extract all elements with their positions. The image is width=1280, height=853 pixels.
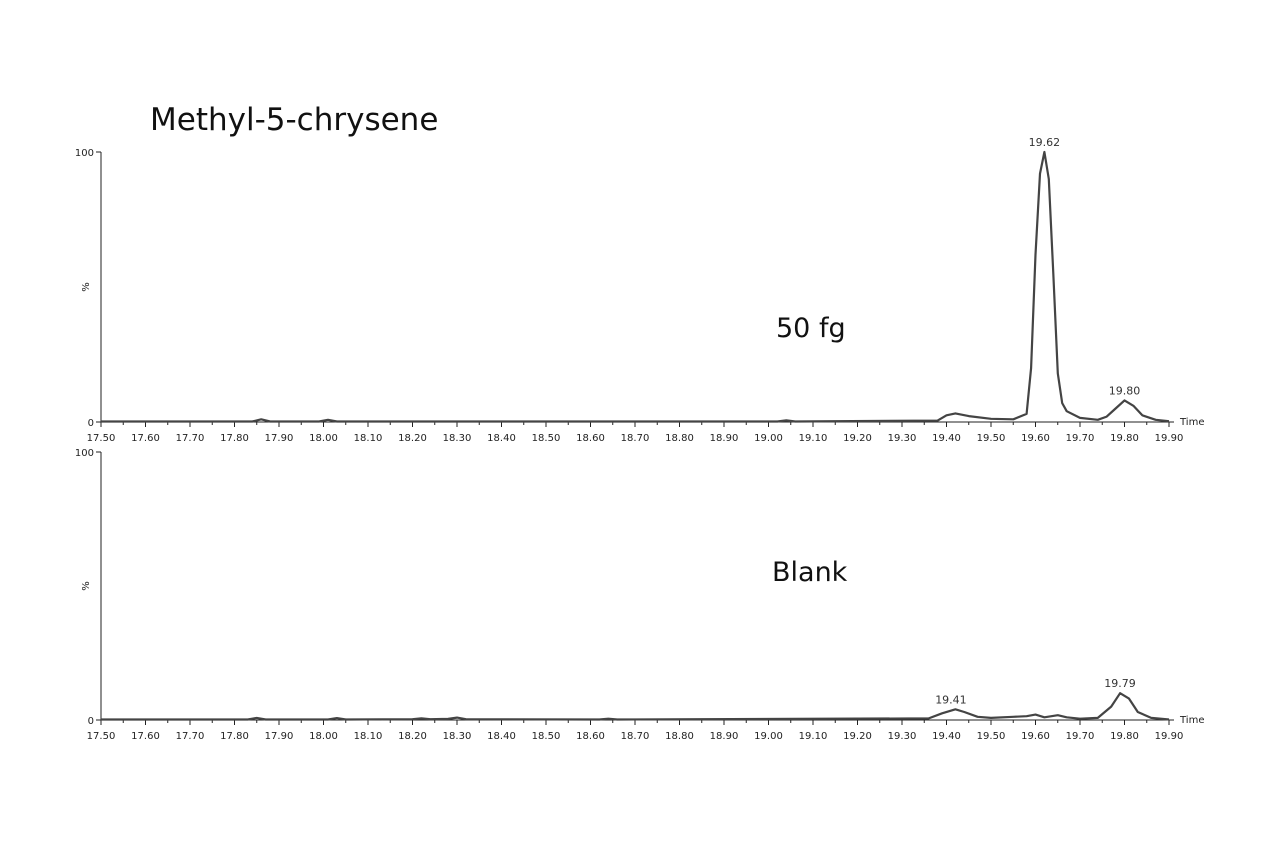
x-tick-label: 19.80 xyxy=(1110,433,1139,444)
chart-panel-2: 0 100% 17.50 17.60 17.70 17.80 17.90 18.00 18.10… xyxy=(75,448,1205,742)
x-tick-label: 19.70 xyxy=(1066,433,1095,444)
x-tick-label: 18.20 xyxy=(398,731,427,742)
y-tick-label: 100 xyxy=(75,148,94,159)
figure-title: Methyl-5-chrysene xyxy=(150,102,438,138)
x-tick-label: 17.60 xyxy=(131,433,160,444)
peak-label: 19.79 xyxy=(1104,677,1136,690)
x-tick-label: 19.20 xyxy=(843,433,872,444)
panels: 0 100% 17.50 17.60 17.70 17.80 17.90 18.00 18.10… xyxy=(75,136,1205,742)
sample-annotation: Blank xyxy=(772,557,848,588)
x-tick-label: 18.70 xyxy=(621,433,650,444)
x-tick-label: 19.40 xyxy=(932,433,961,444)
x-tick-label: 18.50 xyxy=(532,731,561,742)
x-tick-label: 17.90 xyxy=(265,433,294,444)
x-tick-label: 18.90 xyxy=(710,731,739,742)
x-tick-label: 19.90 xyxy=(1155,433,1184,444)
y-axis-label: % xyxy=(81,581,92,591)
x-tick-label: 18.80 xyxy=(665,731,694,742)
x-tick-label: 19.10 xyxy=(799,731,828,742)
y-tick-label: 0 xyxy=(88,716,94,727)
peak-label: 19.41 xyxy=(935,693,967,706)
peak-label: 19.80 xyxy=(1109,384,1141,397)
x-axis-label: Time xyxy=(1179,417,1204,428)
peak-label: 19.62 xyxy=(1029,136,1061,149)
x-tick-label: 18.00 xyxy=(309,731,338,742)
x-tick-label: 18.20 xyxy=(398,433,427,444)
x-tick-label: 18.70 xyxy=(621,731,650,742)
chart-panel-1: 0 100% 17.50 17.60 17.70 17.80 17.90 18.00 18.10… xyxy=(75,136,1205,444)
x-tick-label: 19.60 xyxy=(1021,433,1050,444)
y-tick-label: 100 xyxy=(75,448,94,459)
y-axis-label: % xyxy=(81,282,92,292)
x-tick-label: 18.50 xyxy=(532,433,561,444)
x-tick-label: 19.20 xyxy=(843,731,872,742)
x-tick-label: 19.00 xyxy=(754,433,783,444)
x-tick-label: 18.30 xyxy=(443,731,472,742)
x-tick-label: 17.80 xyxy=(220,433,249,444)
x-tick-label: 19.90 xyxy=(1155,731,1184,742)
x-tick-label: 19.30 xyxy=(888,433,917,444)
x-tick-label: 18.30 xyxy=(443,433,472,444)
x-tick-label: 18.90 xyxy=(710,433,739,444)
x-axis-label: Time xyxy=(1179,715,1204,726)
x-tick-label: 17.80 xyxy=(220,731,249,742)
x-tick-label: 17.50 xyxy=(87,433,116,444)
x-tick-label: 19.50 xyxy=(977,433,1006,444)
x-tick-label: 17.50 xyxy=(87,731,116,742)
x-tick-label: 19.70 xyxy=(1066,731,1095,742)
sample-annotation: 50 fg xyxy=(776,313,846,344)
x-tick-label: 19.60 xyxy=(1021,731,1050,742)
x-tick-label: 19.30 xyxy=(888,731,917,742)
x-tick-label: 19.10 xyxy=(799,433,828,444)
x-tick-label: 18.80 xyxy=(665,433,694,444)
x-tick-label: 18.10 xyxy=(354,731,383,742)
x-tick-label: 17.70 xyxy=(176,731,205,742)
chromatogram-trace-1 xyxy=(101,692,1170,721)
x-tick-label: 19.80 xyxy=(1110,731,1139,742)
x-tick-label: 17.90 xyxy=(265,731,294,742)
x-tick-label: 18.00 xyxy=(309,433,338,444)
x-tick-label: 18.60 xyxy=(576,433,605,444)
x-tick-label: 19.50 xyxy=(977,731,1006,742)
x-tick-label: 18.10 xyxy=(354,433,383,444)
x-tick-label: 18.40 xyxy=(487,433,516,444)
x-tick-label: 17.70 xyxy=(176,433,205,444)
y-tick-label: 0 xyxy=(88,418,94,429)
x-tick-label: 18.60 xyxy=(576,731,605,742)
x-tick-label: 17.60 xyxy=(131,731,160,742)
x-tick-label: 18.40 xyxy=(487,731,516,742)
x-tick-label: 19.40 xyxy=(932,731,961,742)
x-tick-label: 19.00 xyxy=(754,731,783,742)
chromatogram-trace-1 xyxy=(101,150,1170,423)
